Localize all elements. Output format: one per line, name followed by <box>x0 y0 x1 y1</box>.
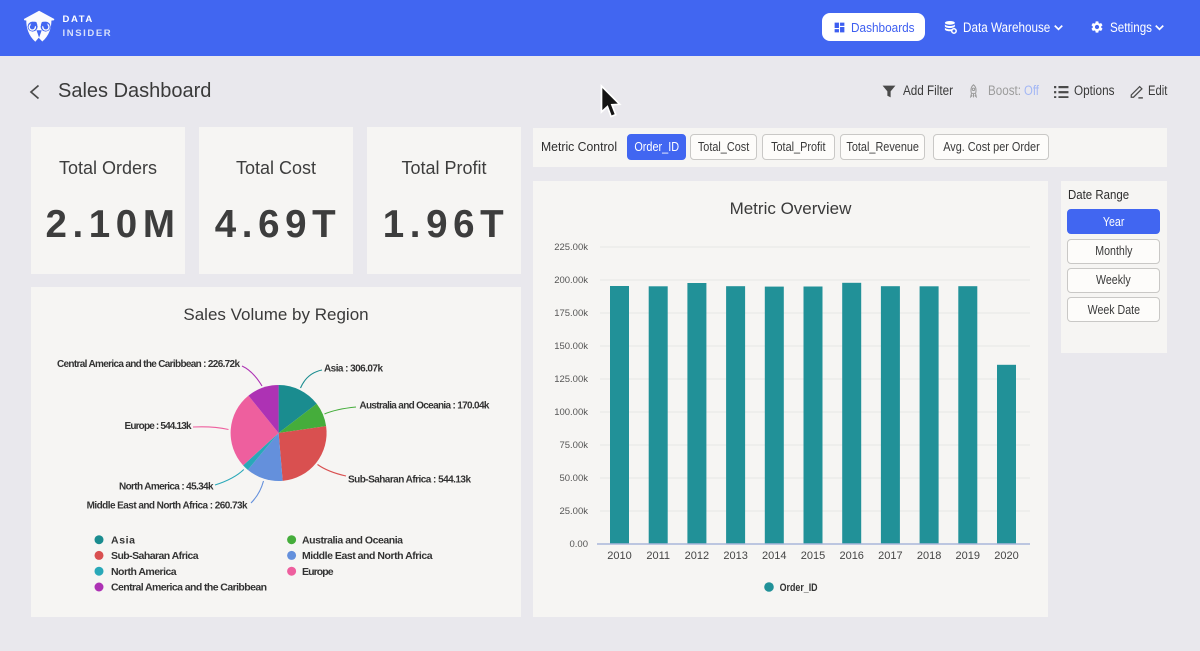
svg-text:2011: 2011 <box>646 550 670 562</box>
svg-text:2019: 2019 <box>956 550 980 562</box>
svg-text:2010: 2010 <box>607 550 631 562</box>
svg-text:Australia and Oceania : 170.04: Australia and Oceania : 170.04k <box>359 401 489 412</box>
svg-text:200.00k: 200.00k <box>554 275 588 286</box>
svg-text:2016: 2016 <box>839 550 863 562</box>
svg-text:0.00: 0.00 <box>570 539 589 550</box>
svg-text:2014: 2014 <box>762 550 786 562</box>
svg-text:Europe: Europe <box>302 566 334 578</box>
svg-text:75.00k: 75.00k <box>559 440 588 451</box>
svg-text:2020: 2020 <box>994 550 1018 562</box>
svg-text:North America : 45.34k: North America : 45.34k <box>119 482 214 493</box>
svg-text:25.00k: 25.00k <box>559 506 588 517</box>
svg-text:2018: 2018 <box>917 550 941 562</box>
svg-text:2017: 2017 <box>878 550 902 562</box>
svg-text:100.00k: 100.00k <box>554 407 588 418</box>
svg-text:Middle East and North Africa: Middle East and North Africa <box>302 550 433 562</box>
svg-text:150.00k: 150.00k <box>554 341 588 352</box>
svg-text:Sub-Saharan Africa : 544.13k: Sub-Saharan Africa : 544.13k <box>348 475 471 486</box>
svg-text:2012: 2012 <box>685 550 709 562</box>
svg-text:125.00k: 125.00k <box>554 374 588 385</box>
svg-text:Asia: Asia <box>111 534 135 546</box>
svg-text:225.00k: 225.00k <box>554 242 588 253</box>
svg-text:Middle East and North Africa :: Middle East and North Africa : 260.73k <box>87 501 248 512</box>
svg-text:Asia : 306.07k: Asia : 306.07k <box>324 364 383 375</box>
svg-text:Europe : 544.13k: Europe : 544.13k <box>125 421 192 432</box>
svg-text:Sub-Saharan Africa: Sub-Saharan Africa <box>111 550 199 562</box>
svg-text:Order_ID: Order_ID <box>780 582 818 594</box>
svg-text:2013: 2013 <box>723 550 747 562</box>
svg-text:2015: 2015 <box>801 550 825 562</box>
svg-text:Central America and the Caribb: Central America and the Caribbean <box>111 582 267 594</box>
svg-text:Australia and Oceania: Australia and Oceania <box>302 534 403 546</box>
svg-text:50.00k: 50.00k <box>559 473 588 484</box>
svg-text:North America: North America <box>111 566 177 578</box>
svg-text:175.00k: 175.00k <box>554 308 588 319</box>
svg-text:Central America and the Caribb: Central America and the Caribbean : 226.… <box>57 359 240 370</box>
